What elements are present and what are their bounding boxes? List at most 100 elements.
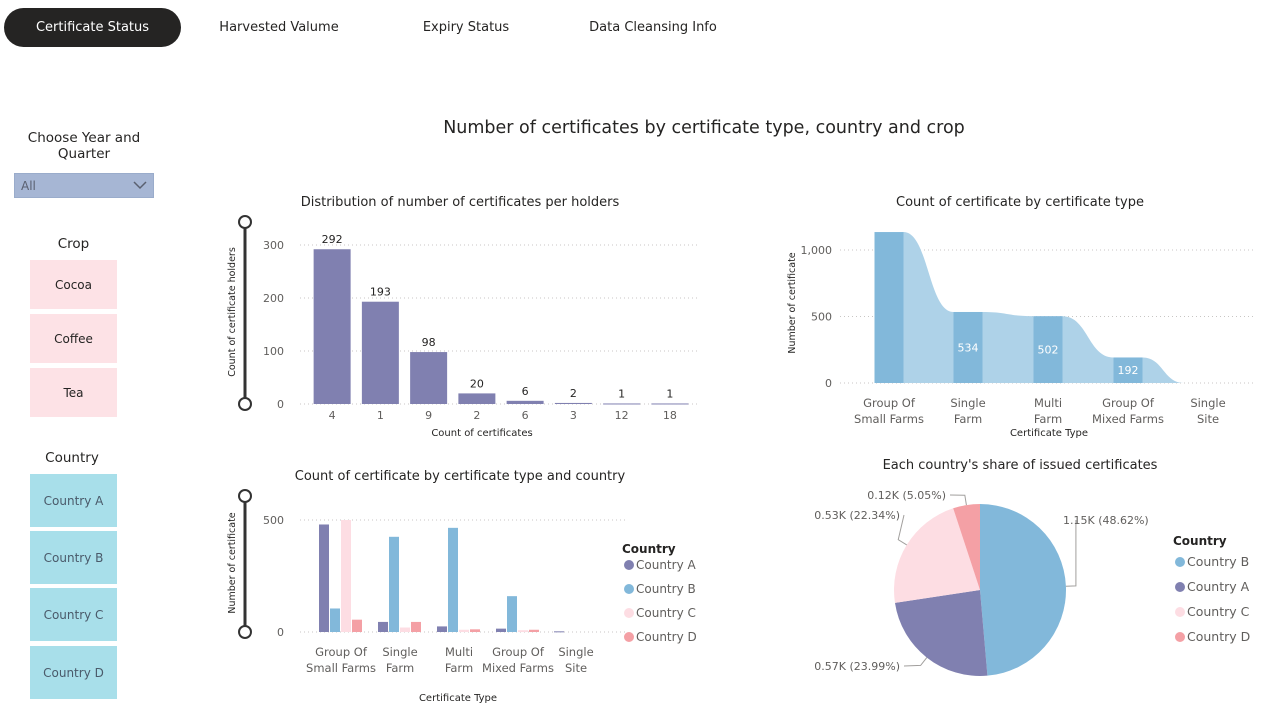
country-chip-b[interactable]: Country B <box>30 531 117 584</box>
tab-data-cleansing-info[interactable]: Data Cleansing Info <box>589 20 717 35</box>
bar[interactable] <box>313 249 351 404</box>
bar[interactable] <box>496 628 506 632</box>
crop-chip-cocoa[interactable]: Cocoa <box>30 260 117 309</box>
y-tick-label: 0 <box>825 377 832 390</box>
country-chip-a[interactable]: Country A <box>30 474 117 527</box>
bar[interactable] <box>603 403 641 405</box>
zoom-slider-bottom-handle[interactable] <box>238 625 252 639</box>
data-label: 0.53K (22.34%) <box>814 509 900 522</box>
bar[interactable] <box>874 232 904 383</box>
bar[interactable] <box>319 524 329 632</box>
bar[interactable] <box>389 536 399 632</box>
y-axis-label: Number of certificate <box>787 252 798 353</box>
bar[interactable] <box>411 621 421 632</box>
country-slicer-title: Country <box>45 450 99 466</box>
zoom-slider-top-handle[interactable] <box>238 489 252 503</box>
bar[interactable] <box>506 400 544 404</box>
leader-line <box>903 657 928 667</box>
bar[interactable] <box>518 630 528 632</box>
tab-harvested-valume[interactable]: Harvested Valume <box>219 20 339 35</box>
bar[interactable] <box>410 352 448 404</box>
bar[interactable] <box>1033 316 1063 383</box>
legend-item: Country C <box>636 606 696 620</box>
bar[interactable] <box>330 608 340 632</box>
x-tick-label: Group Of Small Farms <box>854 396 924 426</box>
legend-item: Country C <box>1187 604 1250 619</box>
page-tabs: Certificate Status Harvested Valume Expi… <box>0 0 1276 56</box>
legend-title: Country <box>1173 534 1227 548</box>
y-tick-label: 0 <box>277 626 284 639</box>
data-label: 98 <box>422 336 436 349</box>
leader-line <box>1065 520 1077 587</box>
legend-item: Country B <box>636 582 696 596</box>
bar[interactable] <box>470 629 480 632</box>
bar[interactable] <box>437 626 447 632</box>
y-tick-label: 300 <box>263 239 284 252</box>
data-label: 192 <box>1118 364 1139 377</box>
y-tick-label: 500 <box>811 311 832 324</box>
x-tick-label: Multi Farm <box>445 645 473 675</box>
bar[interactable] <box>507 596 517 632</box>
data-label: 6 <box>522 385 529 398</box>
bar[interactable] <box>651 403 689 405</box>
zoom-slider-bottom-handle[interactable] <box>238 397 252 411</box>
crop-chip-tea[interactable]: Tea <box>30 368 117 417</box>
chevron-down-icon <box>133 181 147 190</box>
x-tick-label: 2 <box>473 409 480 422</box>
chart-title: Count of certificate by certificate type <box>896 195 1144 210</box>
bar[interactable] <box>529 629 539 632</box>
bar[interactable] <box>953 311 983 383</box>
year-quarter-dropdown[interactable]: All <box>14 173 154 198</box>
bar[interactable] <box>458 393 496 404</box>
x-tick-label: Group Of Mixed Farms <box>1092 396 1164 426</box>
crop-chip-coffee[interactable]: Coffee <box>30 314 117 363</box>
pie-slice[interactable] <box>894 508 980 603</box>
x-tick-label: 6 <box>522 409 529 422</box>
bar[interactable] <box>554 631 564 633</box>
bar[interactable] <box>378 621 388 632</box>
x-axis-label: Count of certificates <box>431 428 532 439</box>
chart-title: Count of certificate by certificate type… <box>295 469 626 484</box>
bar[interactable] <box>554 402 592 404</box>
bar[interactable] <box>1113 357 1143 383</box>
pie-slice[interactable] <box>980 504 1067 676</box>
x-tick-label: Group Of Mixed Farms <box>482 645 554 675</box>
y-tick-label: 1,000 <box>801 244 833 257</box>
legend-marker <box>1175 582 1185 592</box>
x-tick-label: Group Of Small Farms <box>306 645 376 675</box>
tab-expiry-status[interactable]: Expiry Status <box>422 20 510 35</box>
zoom-slider-top-handle[interactable] <box>238 215 252 229</box>
page-title: Number of certificates by certificate ty… <box>443 118 965 138</box>
leader-line <box>949 494 967 506</box>
data-label: 1.15K (48.62%) <box>1063 514 1149 527</box>
data-label: 20 <box>470 377 484 390</box>
tab-certificate-status[interactable]: Certificate Status <box>4 8 181 47</box>
bar[interactable] <box>448 527 458 632</box>
pie-slice[interactable] <box>894 590 988 676</box>
pie-slice[interactable] <box>953 504 980 590</box>
y-axis-label: Number of certificate <box>227 512 238 613</box>
x-axis-label: Certificate Type <box>1010 428 1088 439</box>
bar[interactable] <box>361 301 399 404</box>
country-chip-c[interactable]: Country C <box>30 588 117 641</box>
legend-item: Country A <box>636 558 696 572</box>
y-tick-label: 0 <box>277 398 284 411</box>
x-tick-label: 9 <box>425 409 432 422</box>
y-axis-label: Count of certificate holders <box>227 247 238 377</box>
legend-title: Country <box>622 542 676 556</box>
country-chip-d[interactable]: Country D <box>30 646 117 699</box>
chart-title: Distribution of number of certificates p… <box>301 195 620 210</box>
legend-marker <box>624 584 634 594</box>
data-label: 0.57K (23.99%) <box>814 660 900 673</box>
x-axis-label: Certificate Type <box>419 693 497 704</box>
bar[interactable] <box>341 520 351 632</box>
bar[interactable] <box>459 629 469 632</box>
legend-marker <box>624 560 634 570</box>
bar[interactable] <box>400 627 410 632</box>
legend-item: Country B <box>1187 554 1249 569</box>
bar[interactable] <box>352 619 362 632</box>
y-tick-label: 100 <box>263 345 284 358</box>
